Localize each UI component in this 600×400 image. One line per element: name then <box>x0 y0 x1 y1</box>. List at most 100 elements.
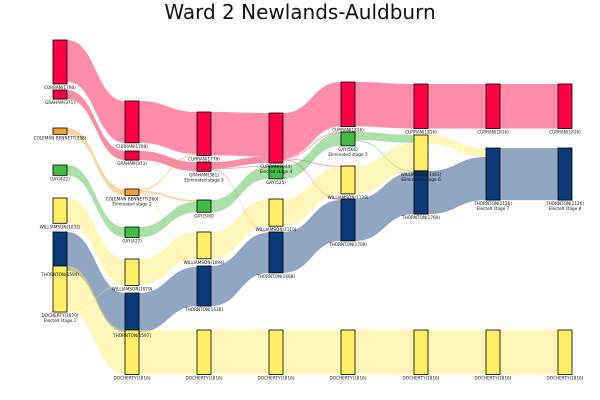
node-s3-williamson <box>268 198 284 227</box>
flow-s6-docherty-to-s7-docherty <box>500 330 558 375</box>
node-s1-gay <box>124 226 140 238</box>
node-s7-curran <box>557 83 573 129</box>
flow-s3-docherty-to-s4-docherty <box>283 330 341 375</box>
node-s6-curran <box>485 83 501 129</box>
flow-s6-thornton-to-s7-thornton <box>500 148 558 201</box>
node-label-s2-graham: GRAHAM(381) <box>189 172 219 177</box>
node-s3-docherty <box>268 329 284 375</box>
node-note-s3-curran: Elected stage 4 <box>260 169 293 174</box>
node-label-s4-curran: CURRAN(1816) <box>332 127 364 132</box>
node-s6-docherty <box>485 329 501 375</box>
node-s0-docherty <box>52 265 68 313</box>
node-s4-docherty <box>340 329 356 375</box>
flow-s1-coleman-to-s2-thornton <box>139 192 197 267</box>
node-label-s0-williamson: WILLIAMSON(1032) <box>40 224 81 229</box>
node-label-s6-docherty: DOCHERTY(1816) <box>475 375 512 380</box>
flow-s5-curran-to-s6-curran <box>428 84 486 129</box>
flow-s3-gay-to-s4-gay <box>283 133 341 179</box>
node-label-s4-docherty: DOCHERTY(1816) <box>330 375 367 380</box>
flow-s0-coleman-to-s1-coleman <box>67 128 125 196</box>
node-s0-coleman <box>52 127 68 135</box>
node-label-s5-williamson: WILLIAMSON(1461) <box>401 172 442 177</box>
node-label-s4-williamson: WILLIAMSON(1139) <box>328 195 369 200</box>
node-label-s3-docherty: DOCHERTY(1816) <box>258 375 295 380</box>
node-label-s2-curran: CURRAN(1776) <box>188 157 220 162</box>
flow-s2-graham-to-s3-thornton <box>211 169 269 233</box>
node-s0-gay <box>52 164 68 176</box>
node-label-s1-docherty: DOCHERTY(1816) <box>114 375 151 380</box>
node-label-s3-williamson: WILLIAMSON(1110) <box>256 227 297 232</box>
node-label-s0-docherty: DOCHERTY(1879) <box>42 313 79 318</box>
flow-s1-graham-to-s2-graham <box>139 151 197 172</box>
node-label-s4-thornton: THORNTON(1709) <box>328 242 367 247</box>
node-s5-williamson <box>413 134 429 172</box>
node-s1-graham <box>124 150 140 161</box>
node-label-s1-curran: CURRAN(1708) <box>116 144 148 149</box>
node-label-s6-curran: CURRAN(1816) <box>477 129 509 134</box>
flow-s0-williamson-to-s1-williamson <box>67 198 125 285</box>
flow-s1-coleman-to-s2-curran <box>139 153 197 191</box>
node-label-s0-gay: GAY(422) <box>50 176 70 181</box>
flow-s4-docherty-to-s5-docherty <box>355 330 414 375</box>
flow-s0-graham-to-s1-graham <box>67 90 125 161</box>
node-label-s5-curran: CURRAN(1816) <box>405 129 437 134</box>
flow-s1-curran-to-s2-curran <box>139 101 197 154</box>
node-label-s2-thornton: THORNTON(1636) <box>184 307 223 312</box>
node-s4-gay <box>340 131 356 147</box>
node-label-s3-gay: GAY(525) <box>266 180 286 185</box>
flows <box>67 40 558 375</box>
flow-s1-gay-to-s2-gay <box>139 201 197 238</box>
node-s1-williamson <box>124 258 140 286</box>
flow-s1-docherty-to-s2-docherty <box>139 330 197 375</box>
flow-s0-gay-to-s1-gay <box>67 165 125 238</box>
node-label-s1-gay: GAY(427) <box>122 238 142 243</box>
node-label-s0-graham: GRAHAM(371) <box>45 100 75 105</box>
node-s2-curran <box>196 111 212 156</box>
node-s0-williamson <box>52 197 68 224</box>
node-label-s1-graham: GRAHAM(373) <box>117 161 147 166</box>
node-s7-thornton <box>557 147 573 201</box>
node-label-s2-docherty: DOCHERTY(1816) <box>186 375 223 380</box>
flow-s5-thornton-to-s6-thornton <box>428 156 486 215</box>
node-s4-curran <box>340 81 356 127</box>
node-label-s2-williamson: WILLIAMSON(1094) <box>184 260 225 265</box>
node-label-s1-coleman: COLEMAN BENNETT(260) <box>106 196 159 201</box>
node-label-s0-thornton: THORNTON(1594) <box>40 272 79 277</box>
node-label-s2-gay: GAY(500) <box>194 213 214 218</box>
node-s2-docherty <box>196 329 212 375</box>
flow-s3-williamson-to-s4-williamson <box>283 166 341 227</box>
node-label-s4-gay: GAY(566) <box>338 147 358 152</box>
node-s0-thornton <box>52 231 68 272</box>
node-label-s7-thornton: THORNTON(2126) <box>545 201 584 206</box>
flow-s2-graham-to-s3-gay <box>211 166 269 170</box>
flow-s0-docherty-to-s1-williamson <box>67 284 125 312</box>
node-s5-curran <box>413 83 429 129</box>
flow-s0-thornton-to-s1-thornton <box>67 232 125 333</box>
flow-s3-curran-to-s4-williamson <box>283 158 341 167</box>
flow-s5-williamson-to-s6-thornton <box>428 135 486 157</box>
flow-s1-coleman-to-s2-gay <box>139 190 197 202</box>
node-note-s4-gay: Eliminated stage 5 <box>328 152 368 157</box>
flow-s2-curran-to-s3-curran <box>211 112 269 157</box>
flow-s2-thornton-to-s3-thornton <box>211 232 269 307</box>
node-s2-williamson <box>196 231 212 260</box>
flow-s5-docherty-to-s6-docherty <box>428 330 486 375</box>
node-label-s7-curran: CURRAN(1816) <box>549 129 581 134</box>
flow-s2-docherty-to-s3-docherty <box>211 330 269 375</box>
node-label-s0-curran: CURRAN(1794) <box>44 85 76 90</box>
node-s5-docherty <box>413 329 429 375</box>
node-s2-thornton <box>196 265 212 307</box>
node-s2-graham <box>196 161 212 172</box>
node-s0-graham <box>52 89 68 100</box>
node-label-s0-coleman: COLEMAN BENNETT(258) <box>34 135 87 140</box>
node-s6-thornton <box>485 147 501 201</box>
flow-s6-curran-to-s7-curran <box>500 84 558 129</box>
flow-s0-docherty-to-s1-docherty <box>67 266 125 375</box>
flow-s2-williamson-to-s3-williamson <box>211 199 269 259</box>
node-s1-coleman <box>124 188 140 196</box>
node-s7-docherty <box>557 329 573 375</box>
node-note-s2-graham: Eliminated stage 3 <box>184 177 224 182</box>
node-s3-gay <box>268 165 284 180</box>
flow-s1-thornton-to-s2-thornton <box>139 266 197 333</box>
